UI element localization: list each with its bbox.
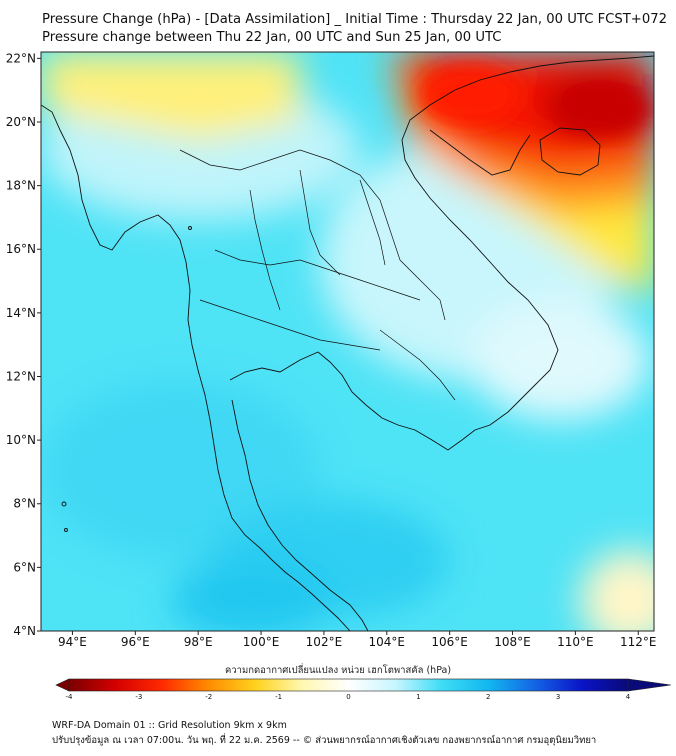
colorbar-gradient xyxy=(68,678,629,692)
colorbar-tick-label: -3 xyxy=(135,693,142,701)
colorbar: -4 -3 -2 -1 0 1 2 3 4 xyxy=(55,678,672,701)
colorbar-tick-label: 3 xyxy=(556,693,560,701)
colorbar-tick-label: 2 xyxy=(486,693,490,701)
colorbar-tick-label: 1 xyxy=(416,693,420,701)
lat-tick-label: 8°N xyxy=(13,497,36,511)
pressure-field xyxy=(41,52,654,631)
lat-tick-label: 14°N xyxy=(6,306,36,320)
lon-tick-label: 110°E xyxy=(557,635,594,649)
lon-tick-label: 98°E xyxy=(184,635,213,649)
lat-tick-label: 6°N xyxy=(13,560,36,574)
chart-subtitle: Pressure change between Thu 22 Jan, 00 U… xyxy=(42,30,502,45)
footer-credit: ปรับปรุงข้อมูล ณ เวลา 07:00น. วัน พฤ. ที… xyxy=(52,735,597,746)
lon-tick-label: 106°E xyxy=(431,635,468,649)
colorbar-tick-label: -1 xyxy=(275,693,282,701)
lat-tick-label: 22°N xyxy=(6,51,36,65)
lon-tick-label: 96°E xyxy=(121,635,150,649)
lat-tick-label: 18°N xyxy=(6,179,36,193)
lat-tick-label: 20°N xyxy=(6,115,36,129)
lon-tick-label: 112°E xyxy=(620,635,657,649)
colorbar-tick-label: 4 xyxy=(626,693,631,701)
colorbar-tick-label: -2 xyxy=(205,693,212,701)
longitude-axis: 94°E 96°E 98°E 100°E 102°E 104°E 106°E 108°E 110… xyxy=(58,631,657,649)
colorbar-min-extend xyxy=(55,678,70,692)
colorbar-title: ความกดอากาศเปลี่ยนแปลง หน่วย เฮกโตพาสคัล… xyxy=(224,665,452,676)
colorbar-tick-label: 0 xyxy=(346,693,350,701)
chart-title: Pressure Change (hPa) - [Data Assimilati… xyxy=(42,12,668,27)
lat-tick-label: 12°N xyxy=(6,369,36,383)
lon-tick-label: 108°E xyxy=(494,635,531,649)
colorbar-tick-label: -4 xyxy=(66,693,74,701)
lat-tick-label: 4°N xyxy=(13,624,36,638)
lat-tick-label: 10°N xyxy=(6,433,36,447)
lon-tick-label: 94°E xyxy=(58,635,87,649)
footer-model-info: WRF-DA Domain 01 :: Grid Resolution 9km … xyxy=(52,720,287,731)
lon-tick-label: 100°E xyxy=(243,635,280,649)
lon-tick-label: 102°E xyxy=(306,635,343,649)
map-frame xyxy=(40,51,655,632)
coastlines xyxy=(41,55,654,631)
colorbar-max-extend xyxy=(627,678,672,692)
latitude-axis: 22°N 20°N 18°N 16°N 14°N 12°N 10°N 8°N 6°N 4°N xyxy=(6,51,41,638)
lat-tick-label: 16°N xyxy=(6,242,36,256)
lon-tick-label: 104°E xyxy=(369,635,406,649)
